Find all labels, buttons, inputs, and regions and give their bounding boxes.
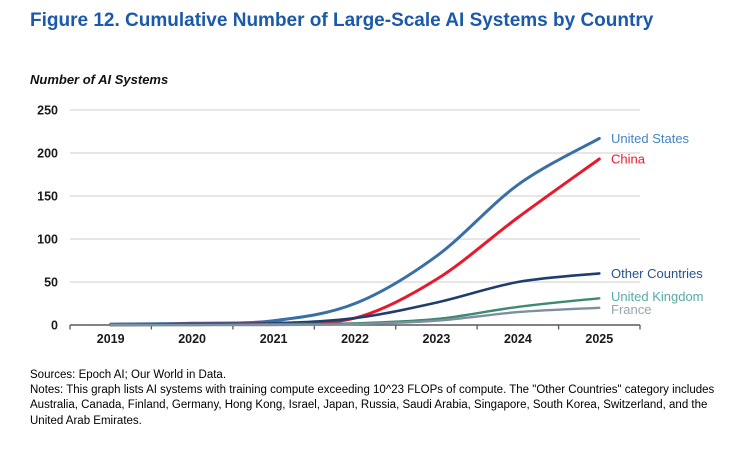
series-label-china: China: [611, 152, 646, 167]
y-tick-label-100: 100: [37, 233, 58, 247]
figure-title: Figure 12. Cumulative Number of Large-Sc…: [30, 10, 654, 31]
series-line-china: [109, 157, 601, 327]
x-tick-label-2021: 2021: [260, 332, 288, 346]
x-tick-label-2022: 2022: [341, 332, 369, 346]
series-label-other-countries: Other Countries: [611, 266, 703, 281]
series-line-france: [109, 306, 601, 327]
source-note: Sources: Epoch AI; Our World in Data.: [30, 369, 227, 381]
y-tick-label-200: 200: [37, 147, 58, 161]
x-tick-label-2024: 2024: [504, 332, 532, 346]
x-tick-label-2019: 2019: [97, 332, 125, 346]
series-label-france: France: [611, 302, 651, 317]
series-label-united-states: United States: [611, 131, 690, 146]
series-label-united-kingdom: United Kingdom: [611, 289, 704, 304]
x-tick-label-2025: 2025: [585, 332, 613, 346]
y-tick-label-250: 250: [37, 104, 58, 118]
y-tick-label-50: 50: [44, 276, 58, 290]
y-axis-title: Number of AI Systems: [30, 72, 169, 87]
method-note: Notes: This graph lists AI systems with …: [30, 384, 715, 427]
series-line-other-countries: [109, 272, 601, 327]
y-tick-label-150: 150: [37, 190, 58, 204]
x-tick-label-2020: 2020: [178, 332, 206, 346]
x-tick-label-2023: 2023: [422, 332, 450, 346]
y-tick-label-0: 0: [51, 319, 58, 333]
series-line-united-states: [109, 136, 601, 326]
